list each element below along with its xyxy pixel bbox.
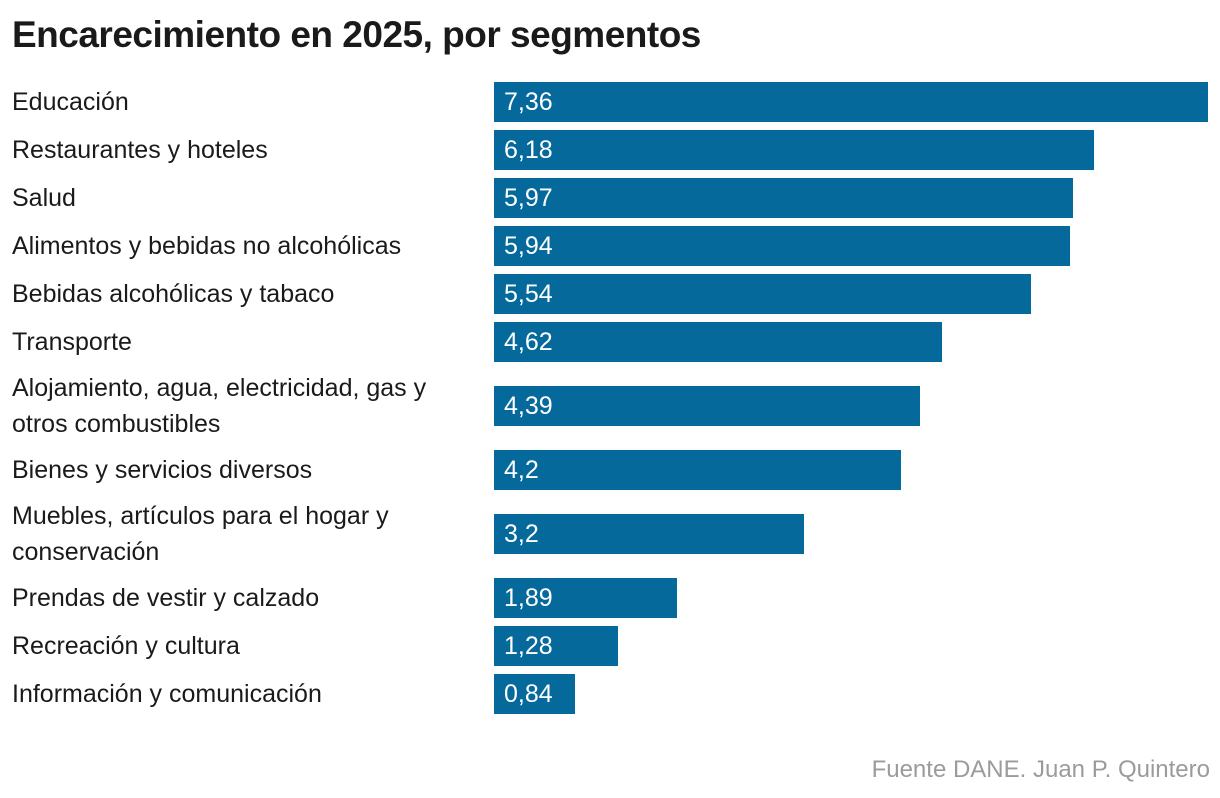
data-label: 4,62 [504, 328, 553, 356]
category-label: Educación [12, 88, 129, 116]
category-label: Bebidas alcohólicas y tabaco [12, 280, 335, 308]
source-note: Fuente DANE. Juan P. Quintero [871, 756, 1210, 783]
data-label: 1,28 [504, 632, 553, 660]
data-label: 5,94 [504, 232, 553, 260]
category-label: Muebles, artículos para el hogar y conse… [12, 502, 389, 566]
category-label: Prendas de vestir y calzado [12, 584, 320, 612]
bar: 7,36 [494, 82, 1208, 122]
category-label: Recreación y cultura [12, 632, 240, 660]
bar: 5,54 [494, 274, 1032, 314]
bar: 4,2 [494, 450, 902, 490]
category-label: Salud [12, 184, 76, 212]
data-label: 1,89 [504, 584, 553, 612]
category-label: Información y comunicación [12, 680, 322, 708]
category-label: Alimentos y bebidas no alcohólicas [12, 232, 402, 260]
bar-chart: Educación 7,36 Restaurantes y hoteles 6,18 S… [12, 82, 1208, 714]
data-label: 3,2 [504, 520, 539, 548]
bar: 4,39 [494, 386, 920, 426]
bar: 6,18 [494, 130, 1094, 170]
category-label: Alojamiento, agua, electricidad, gas y o… [12, 374, 427, 438]
data-label: 7,36 [504, 88, 553, 116]
bar: 0,84 [494, 674, 576, 714]
data-label: 4,39 [504, 392, 553, 420]
data-label: 5,97 [504, 184, 553, 212]
data-label: 0,84 [504, 680, 553, 708]
data-label: 6,18 [504, 136, 553, 164]
bar: 5,97 [494, 178, 1074, 218]
category-label: Transporte [12, 328, 132, 356]
bar: 1,28 [494, 626, 619, 666]
bar: 3,2 [494, 514, 805, 554]
category-label: Bienes y servicios diversos [12, 456, 313, 484]
category-label: Restaurantes y hoteles [12, 136, 268, 164]
chart-title: Encarecimiento en 2025, por segmentos [12, 14, 701, 55]
bar: 1,89 [494, 578, 678, 618]
data-label: 4,2 [504, 456, 539, 484]
bar: 4,62 [494, 322, 943, 362]
data-label: 5,54 [504, 280, 553, 308]
bar: 5,94 [494, 226, 1071, 266]
